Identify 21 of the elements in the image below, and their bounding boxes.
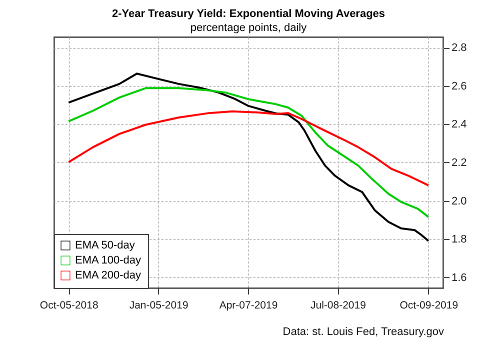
x-tick-label: Apr-07-2019 [219, 300, 278, 312]
y-tick-label: 1.6 [452, 272, 467, 284]
legend-label: EMA 100-day [75, 254, 142, 266]
y-tick-label: 2.4 [452, 118, 467, 131]
x-tick-label: Oct-05-2018 [40, 300, 98, 312]
y-tick-label: 2.2 [452, 157, 467, 169]
line-series [68, 110, 430, 186]
legend-label: EMA 50-day [75, 240, 136, 252]
line-series [68, 87, 430, 218]
y-tick-label: 2.8 [452, 42, 467, 54]
y-tick-label: 2.0 [452, 195, 467, 208]
chart-subtitle: percentage points, daily [190, 22, 308, 34]
x-tick-label: Jul-08-2019 [310, 300, 366, 312]
x-tick-label: Oct-09-2019 [400, 300, 458, 312]
x-tick-label: Jan-05-2019 [129, 300, 188, 312]
legend-label: EMA 200-day [75, 270, 142, 282]
chart-title: 2-Year Treasury Yield: Exponential Moving Averages [112, 8, 386, 20]
y-tick-label: 1.8 [452, 234, 467, 246]
line-series [68, 72, 430, 242]
y-tick-label: 2.6 [452, 80, 467, 92]
text: Data: st. Louis Fed, Treasury.gov [282, 326, 444, 338]
